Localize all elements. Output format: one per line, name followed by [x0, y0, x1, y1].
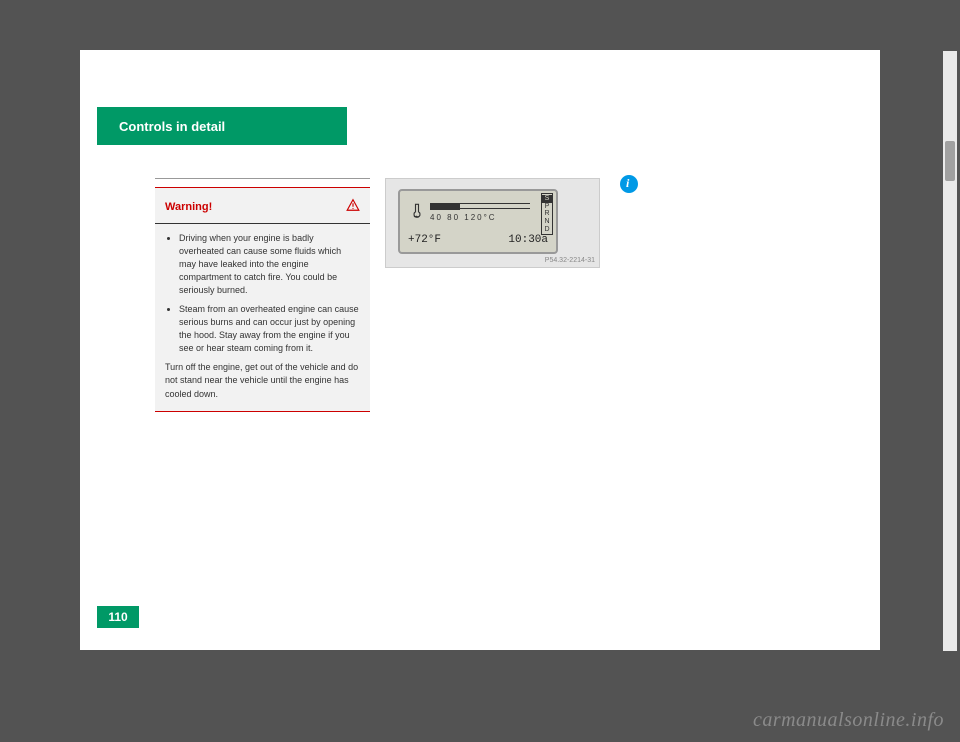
gear-r: R — [542, 210, 552, 218]
clock-time: 10:30a — [508, 234, 548, 246]
lcd-screen: 40 80 120°C S P R N D +72°F 10:30a — [398, 189, 558, 254]
gauge-fill — [430, 204, 460, 210]
divider — [155, 178, 370, 179]
outside-temp: +72°F — [408, 234, 441, 246]
page-number-tab: 110 — [97, 606, 139, 628]
warning-body: Driving when your engine is badly overhe… — [155, 224, 370, 411]
column-left: Warning! Driving when your engine is bad… — [155, 178, 370, 412]
section-header: Controls in detail — [97, 107, 347, 145]
warning-footer: Turn off the engine, get out of the vehi… — [165, 361, 360, 400]
manual-page: Controls in detail Warning! Driving when… — [80, 50, 880, 650]
gauge-ticks: 40 80 120°C — [430, 213, 497, 222]
column-right — [620, 175, 835, 198]
gear-indicator: S P R N D — [541, 193, 553, 235]
warning-bullet: Steam from an overheated engine can caus… — [179, 303, 360, 355]
warning-header: Warning! — [155, 188, 370, 224]
lcd-bottom-row: +72°F 10:30a — [408, 234, 548, 246]
section-title: Controls in detail — [119, 119, 225, 134]
thermometer-icon — [408, 201, 426, 224]
coolant-display-figure: 40 80 120°C S P R N D +72°F 10:30a P54.3… — [385, 178, 600, 268]
gear-n: N — [542, 218, 552, 226]
warning-bullet: Driving when your engine is badly overhe… — [179, 232, 360, 297]
column-middle: 40 80 120°C S P R N D +72°F 10:30a P54.3… — [385, 178, 600, 268]
scrollbar[interactable] — [943, 51, 957, 651]
info-icon — [620, 175, 638, 193]
warning-box: Warning! Driving when your engine is bad… — [155, 187, 370, 412]
warning-triangle-icon — [346, 198, 360, 215]
warning-list: Driving when your engine is badly overhe… — [165, 232, 360, 355]
watermark: carmanualsonline.info — [753, 709, 944, 732]
page-number: 110 — [108, 610, 127, 624]
gear-d: D — [542, 226, 552, 234]
gauge-bar — [430, 203, 530, 209]
scroll-thumb[interactable] — [945, 141, 955, 181]
temperature-gauge: 40 80 120°C — [408, 199, 536, 227]
gear-p: P — [542, 203, 552, 211]
figure-code: P54.32-2214-31 — [545, 257, 595, 264]
warning-title: Warning! — [165, 201, 212, 213]
gear-s: S — [542, 195, 552, 203]
